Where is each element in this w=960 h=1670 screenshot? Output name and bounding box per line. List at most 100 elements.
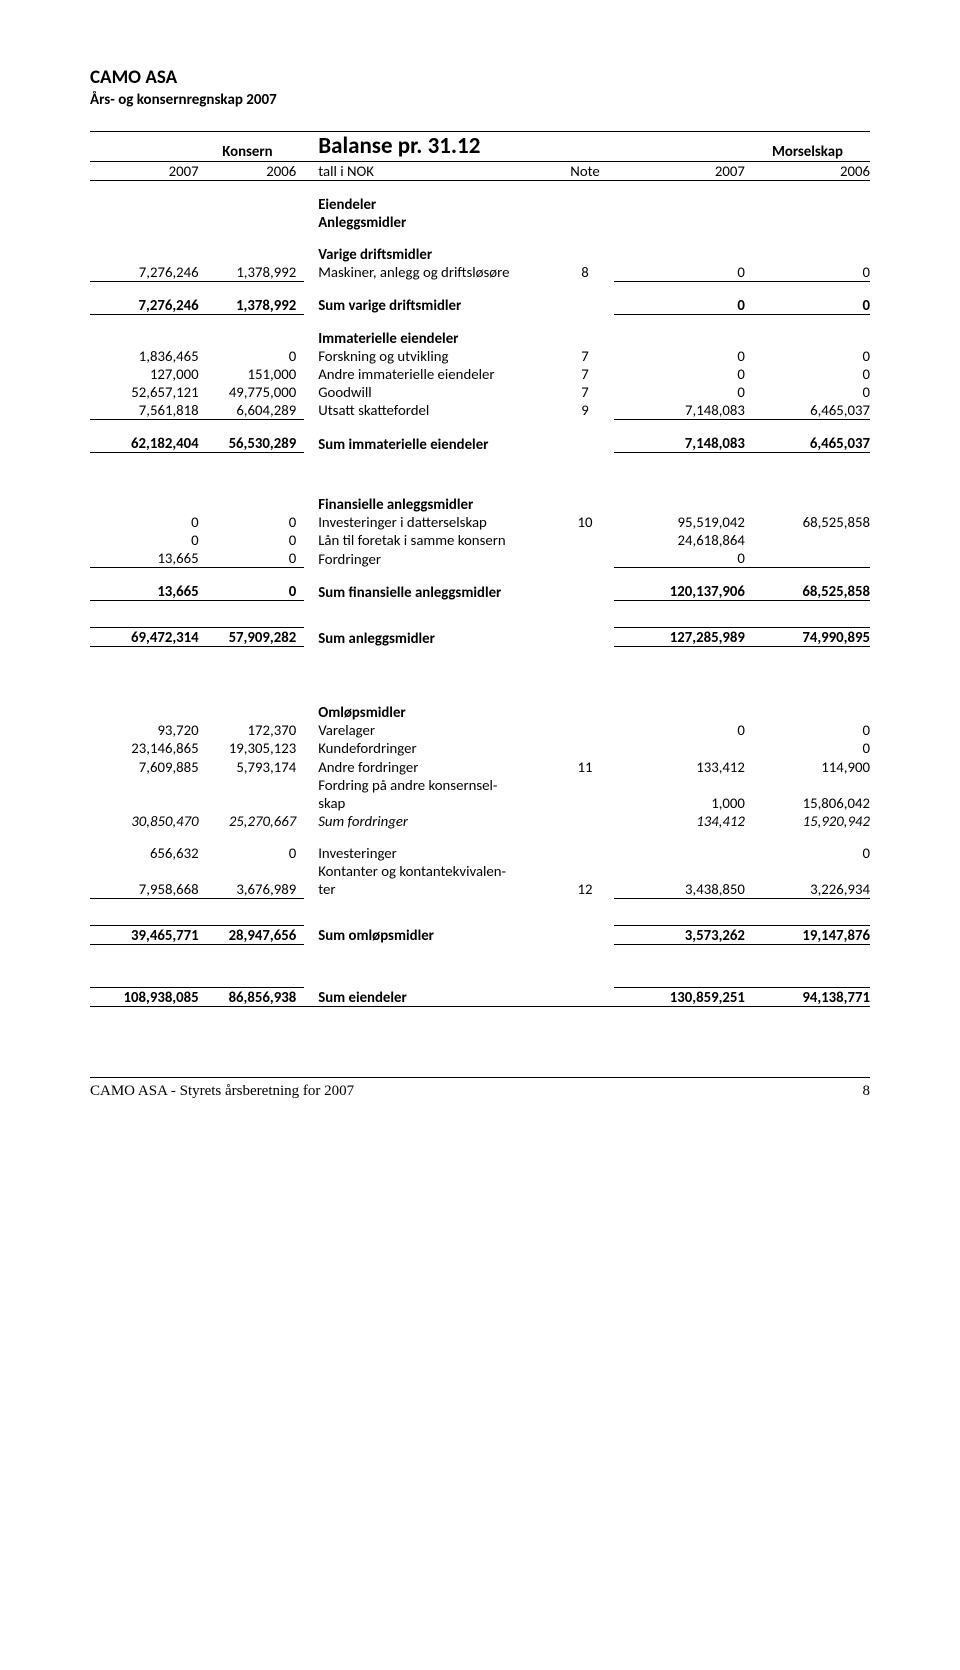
cell: 0 [745, 347, 870, 365]
cell: 39,465,771 [90, 925, 199, 944]
cell: 0 [199, 347, 305, 365]
cell: 49,775,000 [199, 383, 305, 401]
header-row-1: Konsern Balanse pr. 31.12 Morselskap [90, 132, 870, 161]
cell: 94,138,771 [745, 987, 870, 1006]
cell: Forskning og utvikling [304, 347, 556, 365]
cell: Investeringer i datterselskap [304, 513, 556, 531]
cell: 0 [90, 513, 199, 531]
cell: 68,525,858 [745, 513, 870, 531]
cell: Lån til foretak i samme konsern [304, 531, 556, 549]
cell: 127,000 [90, 365, 199, 383]
anleggsmidler-label: Anleggsmidler [304, 213, 556, 231]
cell: 10 [556, 513, 613, 531]
hdr-konsern: Konsern [199, 132, 305, 161]
cell: 11 [556, 758, 613, 776]
row-lan: 00Lån til foretak i samme konsern24,618,… [90, 531, 870, 549]
cell: Goodwill [304, 383, 556, 401]
cell: 127,285,989 [614, 628, 745, 647]
cell: 7,958,668 [90, 880, 199, 899]
cell: Sum fordringer [304, 812, 556, 830]
row-fordringer: 13,6650Fordringer0 [90, 549, 870, 568]
cell [556, 794, 613, 812]
row-utsatt: 7,561,8186,604,289Utsatt skattefordel97,… [90, 401, 870, 420]
cell: 0 [614, 263, 745, 282]
cell: 0 [90, 531, 199, 549]
hdr-note: Note [556, 161, 613, 180]
footer-page-number: 8 [863, 1082, 871, 1100]
cell: 7 [556, 383, 613, 401]
cell: 5,793,174 [199, 758, 305, 776]
hdr-title: Balanse pr. 31.12 [304, 132, 556, 161]
hdr-tall: tall i NOK [304, 161, 556, 180]
cell: 133,412 [614, 758, 745, 776]
cell: 28,947,656 [199, 925, 305, 944]
cell [556, 531, 613, 549]
cell: 3,676,989 [199, 880, 305, 899]
cell: 151,000 [199, 365, 305, 383]
cell: 0 [745, 383, 870, 401]
cell: Maskiner, anlegg og driftsløsøre [304, 263, 556, 282]
cell: 0 [745, 263, 870, 282]
immaterielle-label: Immaterielle eiendeler [304, 329, 556, 347]
cell [745, 549, 870, 568]
cell: Fordringer [304, 549, 556, 568]
row-kontanter-a: Kontanter og kontantekvivalen- [90, 862, 870, 880]
cell: 19,305,123 [199, 739, 305, 757]
cell: 0 [199, 582, 305, 601]
cell: 3,226,934 [745, 880, 870, 899]
finansielle-label: Finansielle anleggsmidler [304, 495, 556, 513]
section-eiendeler: Eiendeler [90, 195, 870, 213]
row-maskiner: 7,276,246 1,378,992 Maskiner, anlegg og … [90, 263, 870, 282]
cell: 172,370 [199, 721, 305, 739]
row-invest: 656,6320Investeringer0 [90, 844, 870, 862]
row-sum-eiendeler: 108,938,08586,856,938Sum eiendeler130,85… [90, 987, 870, 1006]
eiendeler-label: Eiendeler [304, 195, 556, 213]
cell: Utsatt skattefordel [304, 401, 556, 420]
cell: Investeringer [304, 844, 556, 862]
row-andre-imm: 127,000151,000Andre immaterielle eiendel… [90, 365, 870, 383]
cell [199, 794, 305, 812]
cell: 19,147,876 [745, 925, 870, 944]
row-sum-omlops: 39,465,77128,947,656Sum omløpsmidler3,57… [90, 925, 870, 944]
cell: 1,836,465 [90, 347, 199, 365]
row-sum-fin: 13,6650Sum finansielle anleggsmidler120,… [90, 582, 870, 601]
cell: 69,472,314 [90, 628, 199, 647]
row-sum-imm: 62,182,40456,530,289Sum immaterielle eie… [90, 434, 870, 453]
row-andre-ford: 7,609,8855,793,174Andre fordringer11133,… [90, 758, 870, 776]
varige-label: Varige driftsmidler [304, 245, 556, 263]
row-kontanter-b: 7,958,6683,676,989ter123,438,8503,226,93… [90, 880, 870, 899]
cell: 1,378,992 [199, 263, 305, 282]
cell [556, 721, 613, 739]
row-fordring-konsern-b: skap1,00015,806,042 [90, 794, 870, 812]
cell: Andre fordringer [304, 758, 556, 776]
omlops-label: Omløpsmidler [304, 703, 556, 721]
cell: 114,900 [745, 758, 870, 776]
cell: skap [304, 794, 556, 812]
cell: Andre immaterielle eiendeler [304, 365, 556, 383]
row-varelager: 93,720172,370Varelager00 [90, 721, 870, 739]
cell: 6,604,289 [199, 401, 305, 420]
cell [745, 531, 870, 549]
cell [556, 549, 613, 568]
cell: 52,657,121 [90, 383, 199, 401]
cell: 93,720 [90, 721, 199, 739]
cell: 56,530,289 [199, 434, 305, 453]
cell: 74,990,895 [745, 628, 870, 647]
cell: 0 [614, 549, 745, 568]
hdr-y3: 2007 [614, 161, 745, 180]
cell: 7,276,246 [90, 263, 199, 282]
row-inv-datter: 00Investeringer i datterselskap1095,519,… [90, 513, 870, 531]
cell [556, 739, 613, 757]
cell: Kontanter og kontantekvivalen- [304, 862, 556, 880]
cell: 7,276,246 [90, 296, 199, 315]
page-footer: CAMO ASA - Styrets årsberetning for 2007… [90, 1077, 870, 1100]
cell: Sum anleggsmidler [304, 628, 556, 647]
cell: 0 [745, 739, 870, 757]
cell [90, 794, 199, 812]
cell: 0 [614, 383, 745, 401]
cell: 30,850,470 [90, 812, 199, 830]
section-immaterielle: Immaterielle eiendeler [90, 329, 870, 347]
cell: 0 [614, 365, 745, 383]
cell: 7,561,818 [90, 401, 199, 420]
cell: 0 [745, 296, 870, 315]
